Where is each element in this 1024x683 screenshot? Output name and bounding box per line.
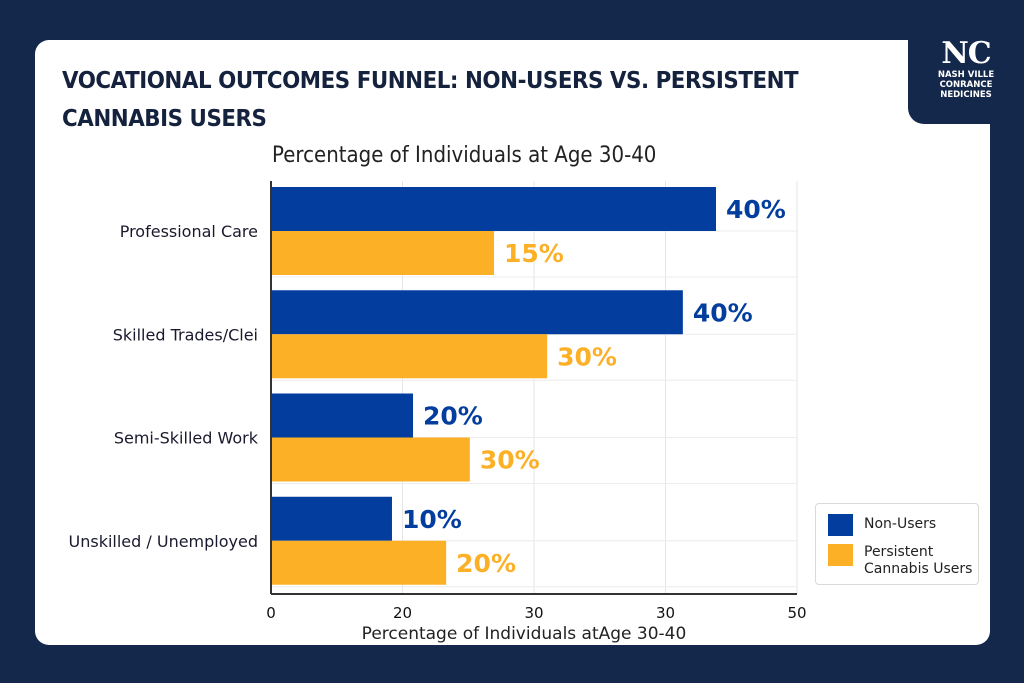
x-tick-label: 20 [393,604,412,622]
x-tick-label: 30 [524,604,543,622]
legend-item-non-users: Non-Users [828,514,936,536]
bar-value-label: 20% [423,402,483,431]
logo-line-2: CONRANCE [939,80,993,90]
logo-line-3: NEDICINES [940,90,992,100]
legend-swatch-non-users [828,514,853,536]
bar-value-label: 40% [693,298,753,327]
bar-non-users [271,187,716,231]
bar-non-users [271,496,392,541]
bar-persistent-users [271,437,470,482]
bar-value-label: 15% [504,239,564,268]
x-tick-label: 0 [266,604,276,622]
chart-legend: Non-Users Persistent Cannabis Users [815,503,979,585]
category-label: Unskilled / Unemployed [69,532,259,551]
x-tick-label: 30 [656,604,675,622]
x-tick-label: 50 [787,604,806,622]
bar-value-label: 30% [480,446,540,475]
legend-label-non-users: Non-Users [864,516,937,532]
chart-title: VOCATIONAL OUTCOMES FUNNEL: NON-USERS VS… [62,68,799,132]
logo-monogram: NC [941,36,991,71]
legend-label-persistent-line1: Persistent [864,544,934,560]
bar-persistent-users [271,540,447,585]
bar-value-label: 10% [402,505,462,534]
legend-item-persistent: Persistent Cannabis Users [828,544,972,578]
category-label: Semi-Skilled Work [114,429,259,448]
legend-label-persistent-line2: Cannabis Users [864,561,973,577]
bar-value-label: 40% [726,195,786,224]
brand-logo: NC NASH VILLE CONRANCE NEDICINES [908,32,1024,124]
bar-non-users [271,393,414,438]
logo-line-1: NASH VILLE [937,70,995,80]
bar-value-label: 20% [456,549,516,578]
legend-label-persistent: Persistent Cannabis Users [864,544,972,578]
bar-value-label: 30% [557,342,617,371]
x-axis-title: Percentage of Individuals atAge 30-40 [362,624,687,644]
bar-persistent-users [271,231,495,275]
category-label: Professional Care [120,222,258,241]
category-label: Skilled Trades/Clei [113,325,258,344]
chart-subtitle: Percentage of Individuals at Age 30-40 [272,143,657,168]
bar-persistent-users [271,334,548,379]
bar-non-users [271,290,683,335]
legend-swatch-persistent [828,544,853,566]
